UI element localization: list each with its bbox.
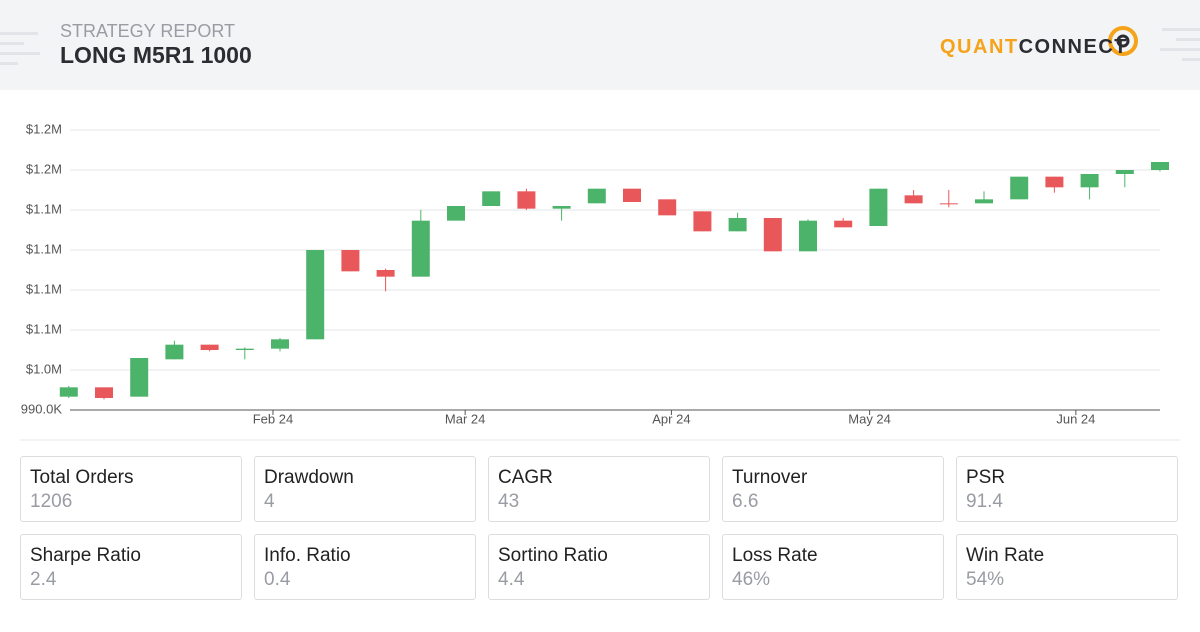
candle-body xyxy=(975,199,993,204)
candle-body xyxy=(587,188,606,204)
candle-body xyxy=(271,339,289,349)
stat-card: Info. Ratio 0.4 xyxy=(254,534,476,600)
stat-label: Sharpe Ratio xyxy=(30,545,141,566)
logo-text: QUANT xyxy=(940,36,1019,58)
stat-value: 46% xyxy=(732,569,771,590)
stat-value: 54% xyxy=(966,569,1005,590)
candle-body xyxy=(411,220,430,277)
candle-body xyxy=(799,220,817,252)
candle-body xyxy=(1115,170,1134,174)
report-title: LONG M5R1 1000 xyxy=(60,42,252,68)
candle-body xyxy=(939,203,958,205)
stat-value: 0.4 xyxy=(264,569,291,590)
candle-body xyxy=(834,220,853,228)
stat-value: 2.4 xyxy=(30,569,57,590)
y-tick-label: $1.1M xyxy=(26,201,62,216)
candle-body xyxy=(235,348,254,350)
candle-body xyxy=(59,387,78,397)
stat-label: CAGR xyxy=(498,467,553,488)
stat-value: 1206 xyxy=(30,491,73,512)
stat-label: Info. Ratio xyxy=(264,545,351,566)
x-tick-label: Apr 24 xyxy=(652,411,690,426)
candle-body xyxy=(1151,162,1169,170)
candle-body xyxy=(623,188,641,202)
x-tick-label: Jun 24 xyxy=(1056,411,1095,426)
stat-card: Drawdown 4 xyxy=(254,456,476,522)
chart: 990.0K $1.0M $1.1M $1.1M $1.1M $1.1M $1.2M $1.2… xyxy=(20,121,1180,441)
stat-label: Drawdown xyxy=(264,467,354,488)
y-tick-label: $1.2M xyxy=(26,161,62,176)
stat-card: Turnover 6.6 xyxy=(722,456,944,522)
logo-icon xyxy=(1108,26,1138,56)
y-tick-label: 990.0K xyxy=(21,401,63,416)
candle-body xyxy=(376,270,395,277)
stat-value: 43 xyxy=(498,491,520,512)
stat-label: Win Rate xyxy=(966,545,1045,566)
logo: QUANTCONNECT xyxy=(940,36,1128,59)
stat-card: Sortino Ratio 4.4 xyxy=(488,534,710,600)
candle-body xyxy=(130,358,149,397)
candle-body xyxy=(1010,176,1029,200)
candle-body xyxy=(869,188,888,226)
x-tick-label: Feb 24 xyxy=(253,411,293,426)
candle-body xyxy=(306,250,325,340)
candle-body xyxy=(447,206,465,221)
stat-value: 4 xyxy=(264,491,275,512)
candle-body xyxy=(517,191,536,209)
header: STRATEGY REPORT LONG M5R1 1000 QUANTCONN… xyxy=(0,0,1200,90)
x-tick-label: Mar 24 xyxy=(445,411,485,426)
y-tick-label: $1.1M xyxy=(26,321,62,336)
candle-body xyxy=(165,344,184,360)
candle-body xyxy=(341,250,360,272)
stat-label: PSR xyxy=(966,467,1006,488)
stat-card: Win Rate 54% xyxy=(956,534,1178,600)
stat-value: 6.6 xyxy=(732,491,759,512)
stat-value: 91.4 xyxy=(966,491,1003,512)
candle-body xyxy=(552,206,571,209)
y-tick-label: $1.1M xyxy=(26,281,62,296)
stat-label: Loss Rate xyxy=(732,545,818,566)
stat-card: CAGR 43 xyxy=(488,456,710,522)
stat-card: PSR 91.4 xyxy=(956,456,1178,522)
stat-card: Sharpe Ratio 2.4 xyxy=(20,534,242,600)
candle-body xyxy=(200,344,219,350)
logo-text: CONNECT xyxy=(1018,36,1128,58)
stat-label: Total Orders xyxy=(30,467,134,488)
stat-label: Sortino Ratio xyxy=(498,545,608,566)
candle-body xyxy=(658,199,677,216)
y-tick-label: $1.0M xyxy=(26,361,62,376)
x-tick-label: May 24 xyxy=(848,411,891,426)
stat-value: 4.4 xyxy=(498,569,525,590)
header-decor xyxy=(0,26,1200,65)
candle-body xyxy=(95,387,113,398)
candle-body xyxy=(904,195,923,204)
candle-body xyxy=(763,218,782,252)
report-subtitle: STRATEGY REPORT xyxy=(60,21,236,41)
candle-body xyxy=(693,211,712,232)
stat-card: Loss Rate 46% xyxy=(722,534,944,600)
candle-body xyxy=(728,218,747,232)
candle-body xyxy=(1080,174,1099,188)
y-tick-label: $1.1M xyxy=(26,241,62,256)
stat-card: Total Orders 1206 xyxy=(20,456,242,522)
candle-body xyxy=(1045,176,1064,188)
y-tick-label: $1.2M xyxy=(26,121,62,136)
stat-label: Turnover xyxy=(732,467,808,488)
candle-body xyxy=(482,191,501,206)
